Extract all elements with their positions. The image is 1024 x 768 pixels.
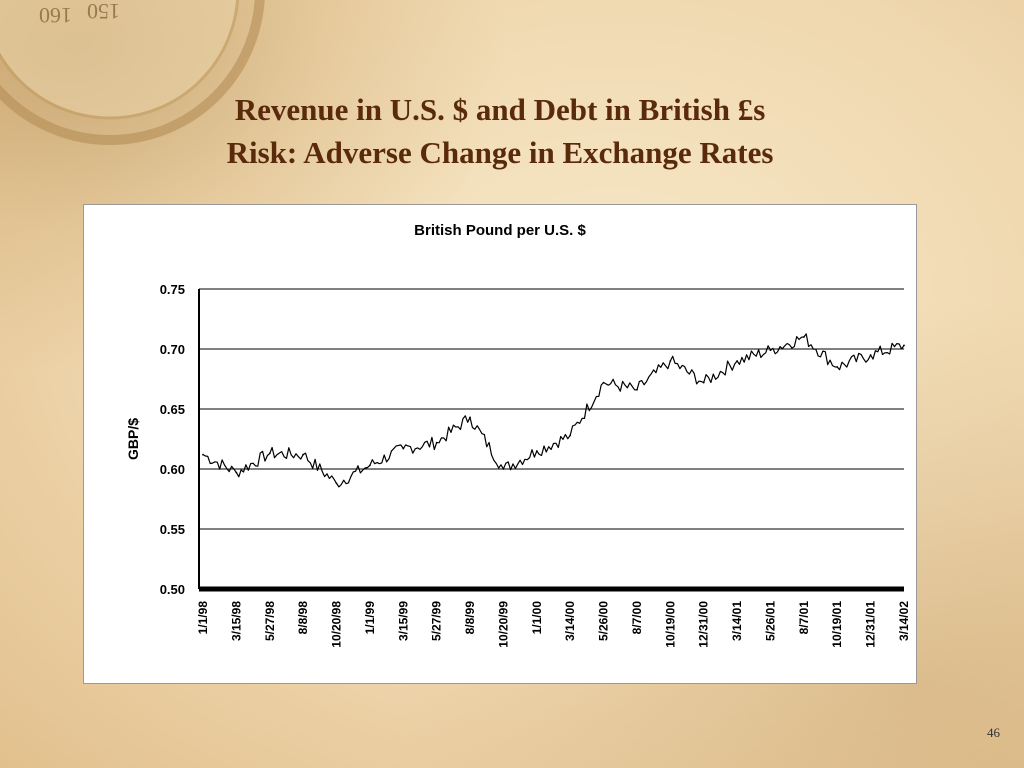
y-tick-label: 0.60 [160, 462, 185, 477]
data-point [836, 366, 839, 368]
data-point [869, 354, 872, 356]
y-tick-label: 0.75 [160, 282, 185, 297]
y-axis-label: GBP/$ [125, 418, 141, 460]
svg-text:150: 150 [87, 0, 120, 24]
data-point [535, 450, 538, 452]
x-tick-label: 10/19/00 [663, 601, 677, 648]
data-point [769, 349, 772, 352]
data-point [435, 441, 438, 444]
x-tick-label: 10/19/01 [830, 601, 844, 648]
data-point [702, 381, 705, 384]
data-point [469, 416, 471, 419]
data-point [669, 360, 672, 362]
data-point [268, 452, 271, 455]
data-point [602, 381, 605, 384]
x-tick-label: 5/27/98 [263, 601, 277, 641]
x-tick-label: 12/31/00 [697, 601, 711, 648]
chart-frame: British Pound per U.S. $ GBP/$ 0.75 0.70 0… [83, 204, 917, 684]
data-point [369, 464, 371, 467]
x-tick-label: 3/15/99 [396, 601, 410, 641]
x-tick-label: 5/26/00 [597, 601, 611, 641]
data-point [636, 388, 638, 391]
x-tick-label: 8/8/98 [296, 601, 310, 635]
x-tick-label: 8/8/99 [463, 601, 477, 635]
y-tick-label: 0.55 [160, 522, 185, 537]
data-point [335, 482, 338, 485]
slide-title-line-1: Revenue in U.S. $ and Debt in British £s [234, 92, 766, 127]
chart-title: British Pound per U.S. $ [414, 222, 586, 239]
x-tick-label: 3/14/02 [897, 601, 911, 641]
x-tick-label: 5/26/01 [763, 601, 777, 641]
x-tick-label: 3/14/01 [730, 601, 744, 641]
data-point [736, 360, 738, 362]
x-tick-label: 12/31/01 [864, 601, 878, 648]
exchange-rate-chart: British Pound per U.S. $ GBP/$ 0.75 0.70 0… [125, 222, 911, 648]
data-point [202, 453, 204, 456]
x-tick-label: 1/1/98 [196, 601, 210, 635]
slide-title: Revenue in U.S. $ and Debt in British £s… [0, 88, 1000, 174]
x-tick-label: 1/1/99 [363, 601, 377, 635]
x-tick-label: 10/20/99 [496, 601, 510, 648]
data-point [802, 336, 805, 338]
svg-text:160: 160 [39, 3, 72, 28]
page-number: 46 [987, 725, 1000, 740]
series-line [202, 333, 905, 488]
y-tick-label: 0.70 [160, 342, 185, 357]
data-point [569, 434, 572, 437]
data-point [402, 447, 405, 450]
data-point [302, 453, 305, 456]
y-tick-label: 0.65 [160, 402, 185, 417]
data-point [235, 471, 238, 474]
y-tick-label: 0.50 [160, 582, 185, 597]
slide-title-line-2: Risk: Adverse Change in Exchange Rates [226, 135, 774, 170]
x-tick-label: 1/1/00 [530, 601, 544, 635]
x-tick-label: 10/20/98 [330, 601, 344, 648]
x-tick-label: 3/15/98 [229, 601, 243, 641]
x-tick-label: 8/7/00 [630, 601, 644, 635]
data-point [903, 344, 905, 347]
x-tick-label: 5/27/99 [430, 601, 444, 641]
x-tick-label: 8/7/01 [797, 601, 811, 635]
data-point [502, 468, 505, 470]
x-tick-label: 3/14/00 [563, 601, 577, 641]
